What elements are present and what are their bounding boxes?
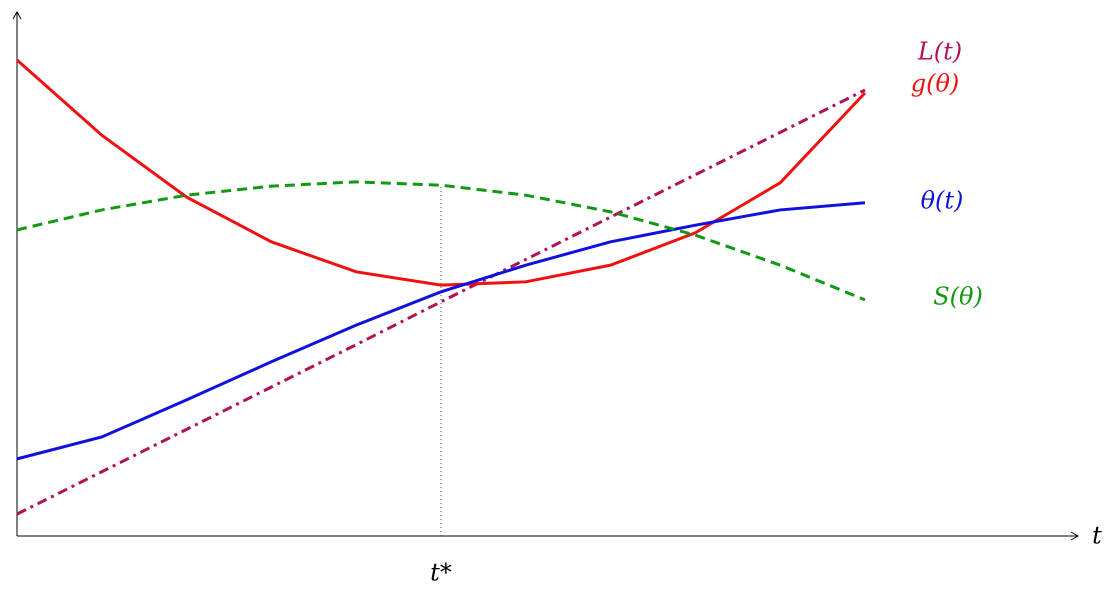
x-axis-label: t (1092, 522, 1102, 550)
series-label: g(θ) (911, 69, 960, 97)
series-label: S(θ) (933, 282, 983, 310)
marker-label: t* (430, 559, 452, 587)
series-line (16, 88, 866, 516)
series-label: θ(t) (921, 186, 964, 214)
series-label: L(t) (917, 37, 962, 65)
series-line (16, 180, 866, 302)
series-line (16, 58, 867, 287)
series-line (16, 201, 866, 461)
